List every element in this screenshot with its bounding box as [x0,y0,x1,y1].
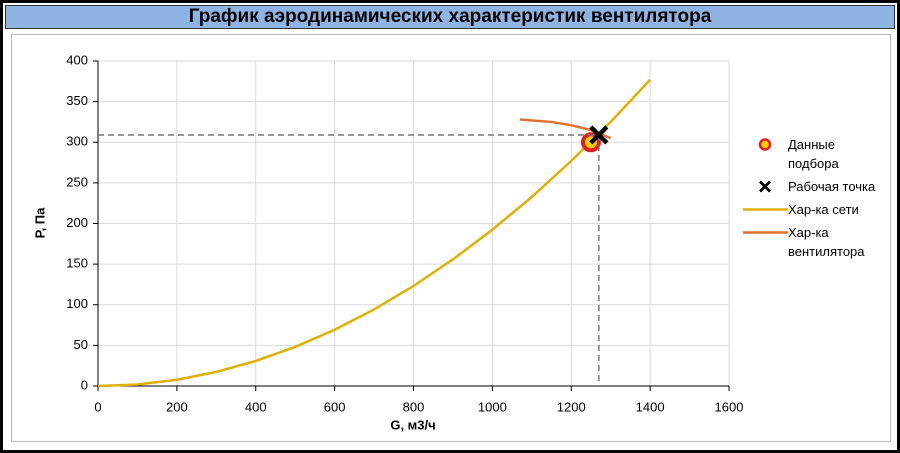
y-tick-label: 250 [66,174,88,189]
legend-label: Рабочая точка [788,179,876,194]
legend-swatch [743,231,788,234]
legend-item: Хар-ка вентилятора [738,223,883,261]
series-line [97,78,652,388]
x-tick-label: 1200 [557,399,586,414]
legend-item: Данные подбора [738,135,883,173]
legend-marker [758,138,772,151]
y-tick-label: 400 [66,52,88,67]
chart-title: График аэродинамических характеристик ве… [5,5,895,29]
x-tick-label: 1600 [715,399,744,414]
x-tick-label: 1000 [478,399,507,414]
x-tick-label: 400 [245,399,267,414]
x-tick-label: 1400 [636,399,665,414]
legend-label: Хар-ка вентилятора [788,225,865,259]
chart-frame [11,34,891,442]
legend-swatch [759,180,771,193]
legend-swatch [743,208,788,211]
y-tick-label: 100 [66,296,88,311]
legend-label: Хар-ка сети [788,202,859,217]
x-tick-label: 600 [324,399,346,414]
x-tick-label: 0 [94,399,101,414]
x-tick-label: 200 [166,399,188,414]
y-tick-label: 300 [66,134,88,149]
legend-label: Данные подбора [788,137,839,171]
y-axis-label: P, Па [32,207,47,239]
chart: P, Па G, м3/ч 0 50 100 150 200 250 300 350 400 0 2… [32,52,744,432]
y-tick-label: 0 [81,377,88,392]
x-tick-label: 800 [403,399,425,414]
y-tick-label: 350 [66,93,88,108]
legend-item: Хар-ка сети [738,200,883,219]
legend: Данные подбора Рабочая точка Хар-ка сети Ха… [738,135,883,265]
legend-marker [759,180,771,193]
y-tick-label: 150 [66,256,88,271]
legend-item: Рабочая точка [738,177,883,196]
y-tick-label: 200 [66,215,88,230]
y-tick-label: 50 [74,337,88,352]
point [589,125,609,145]
legend-swatch [758,138,772,151]
x-axis-label: G, м3/ч [390,417,435,432]
